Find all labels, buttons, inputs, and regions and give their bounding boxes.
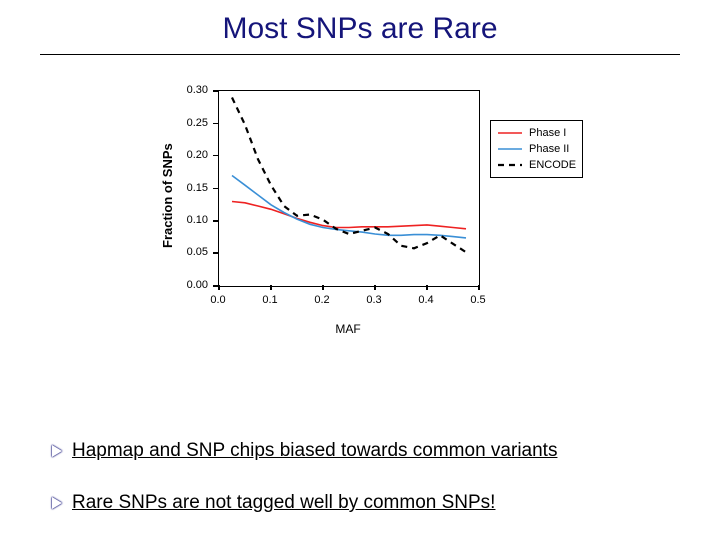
legend-swatch [497,125,523,141]
ytick-label: 0.25 [187,117,208,129]
title-underline [40,54,680,55]
bullet-text: Hapmap and SNP chips biased towards comm… [72,440,557,462]
x-axis-label: MAF [335,322,360,336]
series-svg [219,91,479,286]
legend: Phase I Phase II ENCODE [490,120,583,178]
legend-swatch [497,141,523,157]
xtick-label: 0.5 [470,294,485,306]
triangle-bullet-icon [52,445,62,457]
ytick-label: 0.10 [187,214,208,226]
y-axis-label: Fraction of SNPs [160,143,175,248]
ytick-label: 0.05 [187,246,208,258]
slide-title: Most SNPs are Rare [0,12,720,46]
bullet-item: Rare SNPs are not tagged well by common … [52,492,557,514]
ytick-label: 0.30 [187,84,208,96]
xticks-container: 0.0 0.1 0.2 0.3 0.4 0.5 [218,294,478,308]
legend-label: Phase I [529,127,566,139]
ytick-label: 0.20 [187,149,208,161]
plot-area [218,90,480,287]
xtick-marks [218,285,478,290]
chart: 0.00 0.05 0.10 0.15 0.20 0.25 0.30 [140,78,580,378]
bullet-list: Hapmap and SNP chips biased towards comm… [52,440,557,540]
legend-item: Phase II [497,141,576,157]
yticks-container: 0.00 0.05 0.10 0.15 0.20 0.25 0.30 [140,90,212,285]
series-line [232,202,466,229]
legend-swatch [497,157,523,173]
series-line [232,176,466,238]
bullet-text: Rare SNPs are not tagged well by common … [72,492,495,514]
series-line [232,98,466,253]
legend-label: Phase II [529,143,569,155]
xtick-label: 0.4 [418,294,433,306]
triangle-bullet-icon [52,497,62,509]
ytick-label: 0.00 [187,279,208,291]
bullet-item: Hapmap and SNP chips biased towards comm… [52,440,557,462]
legend-item: ENCODE [497,157,576,173]
ytick-label: 0.15 [187,182,208,194]
xtick-label: 0.3 [366,294,381,306]
slide: Most SNPs are Rare 0.00 0.05 0.10 0.15 0… [0,0,720,540]
xtick-label: 0.1 [262,294,277,306]
xtick-label: 0.2 [314,294,329,306]
legend-item: Phase I [497,125,576,141]
xtick-label: 0.0 [210,294,225,306]
legend-label: ENCODE [529,159,576,171]
